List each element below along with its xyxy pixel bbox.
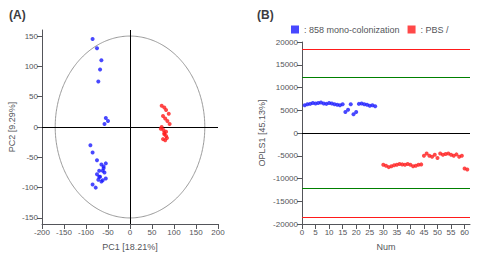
svg-text:: PBS /: : PBS /	[421, 25, 450, 35]
svg-text:25: 25	[365, 228, 374, 237]
svg-text:100: 100	[25, 62, 39, 71]
svg-text:-100: -100	[22, 183, 39, 192]
svg-text:PC1 [18.21%]: PC1 [18.21%]	[102, 242, 158, 252]
svg-text:50: 50	[433, 228, 442, 237]
svg-text:0: 0	[300, 228, 305, 237]
svg-text:-200: -200	[34, 228, 51, 237]
svg-text:0: 0	[34, 123, 39, 132]
svg-text:20: 20	[352, 228, 361, 237]
svg-text:(A): (A)	[9, 8, 26, 22]
svg-text:45: 45	[419, 228, 428, 237]
svg-text:15000: 15000	[276, 60, 299, 69]
svg-text:-150: -150	[56, 228, 73, 237]
svg-text:-10000: -10000	[273, 174, 298, 183]
svg-text:60: 60	[460, 228, 469, 237]
svg-text:100: 100	[167, 228, 181, 237]
svg-text:15: 15	[338, 228, 347, 237]
svg-text:10000: 10000	[276, 83, 299, 92]
svg-text:150: 150	[189, 228, 203, 237]
svg-text:20000: 20000	[276, 38, 299, 47]
svg-text:(B): (B)	[257, 8, 274, 22]
svg-text:-150: -150	[22, 213, 39, 222]
svg-text:0: 0	[128, 228, 133, 237]
svg-text:Num: Num	[376, 242, 395, 252]
svg-text:50: 50	[148, 228, 157, 237]
svg-text:OPLS1 [45.13%]: OPLS1 [45.13%]	[257, 99, 267, 166]
svg-text:-50: -50	[26, 153, 38, 162]
svg-text:5000: 5000	[280, 106, 298, 115]
svg-text:-15000: -15000	[273, 197, 298, 206]
svg-text:-100: -100	[78, 228, 95, 237]
svg-text:10: 10	[325, 228, 334, 237]
svg-text:200: 200	[211, 228, 225, 237]
svg-text:-20000: -20000	[273, 220, 298, 229]
svg-text:0: 0	[294, 129, 299, 138]
svg-text:-5000: -5000	[278, 151, 299, 160]
svg-text:55: 55	[447, 228, 456, 237]
svg-text:30: 30	[379, 228, 388, 237]
svg-text:40: 40	[406, 228, 415, 237]
svg-text:50: 50	[29, 92, 38, 101]
svg-text:150: 150	[25, 32, 39, 41]
svg-text:PC2 [9.29%]: PC2 [9.29%]	[7, 102, 17, 153]
svg-text:35: 35	[392, 228, 401, 237]
svg-text:-50: -50	[102, 228, 114, 237]
svg-text:5: 5	[313, 228, 318, 237]
svg-text:: 858 mono-colonization: : 858 mono-colonization	[304, 25, 400, 35]
